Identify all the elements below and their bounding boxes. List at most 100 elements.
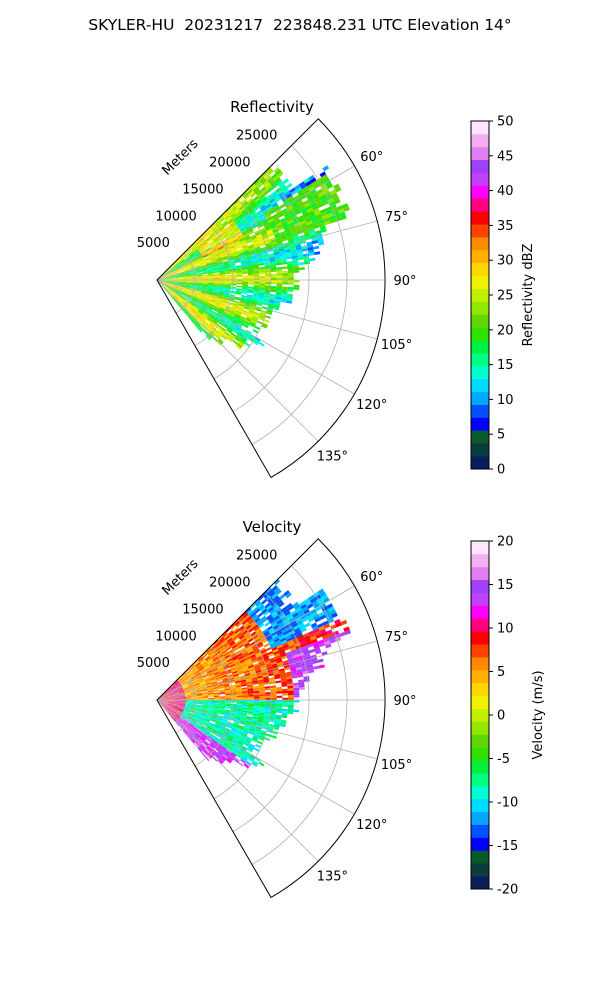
radar-gate <box>225 281 232 283</box>
radar-gate <box>168 281 174 283</box>
radar-gate <box>244 632 251 638</box>
radar-gate <box>162 701 169 703</box>
radar-gate <box>198 718 204 722</box>
radar-gate <box>192 259 198 263</box>
radar-gate <box>188 293 194 297</box>
radar-gate <box>170 265 176 270</box>
radar-gate <box>242 693 249 696</box>
colorbar-tick-label: 40 <box>497 184 514 199</box>
radar-gate <box>308 594 315 601</box>
radar-gate <box>270 269 277 273</box>
radar-gate <box>323 189 330 195</box>
radar-gate <box>282 210 290 216</box>
radar-gate <box>311 638 318 644</box>
radar-gate <box>306 244 314 249</box>
radar-gate <box>165 287 171 291</box>
radar-gate <box>165 689 171 694</box>
radar-gate <box>202 706 208 709</box>
radar-gate <box>264 287 271 290</box>
radar-gate <box>183 288 190 292</box>
radar-gate <box>162 699 169 700</box>
radar-gate <box>231 701 237 703</box>
radar-gate <box>274 235 281 240</box>
radar-gate <box>190 674 196 679</box>
radar-gate <box>320 197 328 203</box>
radar-gate <box>184 693 191 696</box>
radar-gate <box>222 641 228 647</box>
radar-gate <box>229 715 236 718</box>
radar-gate <box>162 280 169 282</box>
radar-gate <box>278 668 285 672</box>
radar-gate <box>215 254 221 258</box>
radar-gate <box>210 742 216 747</box>
radar-gate <box>230 695 237 698</box>
radar-gate <box>270 265 277 269</box>
radar-gate <box>176 266 183 270</box>
colorbar-segment <box>471 378 489 393</box>
radar-gate <box>238 303 245 307</box>
radar-gate <box>239 737 246 741</box>
radar-gate <box>202 277 209 279</box>
radar-gate <box>286 653 293 658</box>
radar-gate <box>316 216 324 222</box>
radar-gate <box>245 214 252 220</box>
radar-gate <box>261 322 268 327</box>
radar-gate <box>263 630 270 636</box>
radar-gate <box>213 281 220 284</box>
radar-gate <box>185 298 191 302</box>
radar-gate <box>280 233 287 238</box>
radar-gate <box>199 261 206 265</box>
radar-gate <box>209 662 216 667</box>
radar-gate <box>303 650 310 656</box>
radar-gate <box>208 723 215 727</box>
azimuth-spoke <box>156 699 319 862</box>
radar-gate <box>174 713 180 718</box>
radar-gate <box>297 256 304 261</box>
radar-gate <box>174 281 180 282</box>
radar-gate <box>227 256 234 260</box>
radar-gate <box>207 288 214 290</box>
radar-gate <box>191 737 196 743</box>
radar-gate <box>213 639 219 645</box>
radar-gate <box>200 751 206 757</box>
radar-gate <box>230 693 237 695</box>
radar-gate <box>254 664 260 669</box>
radar-gate <box>238 724 245 729</box>
radar-gate <box>174 714 180 718</box>
radar-gate <box>250 612 256 618</box>
radar-gate <box>246 683 253 686</box>
radar-gate <box>236 708 243 711</box>
range-tick-label: 5000 <box>137 236 170 251</box>
radar-gate <box>210 233 216 238</box>
radar-gate <box>247 693 254 696</box>
radar-gate <box>287 639 294 645</box>
radar-gate <box>185 257 191 262</box>
radar-gate <box>209 223 215 229</box>
radar-gate <box>311 625 319 631</box>
radar-gate <box>272 245 279 250</box>
radar-gate <box>218 685 225 689</box>
radar-gate <box>161 703 166 708</box>
radar-gate <box>247 217 254 223</box>
radar-gate <box>203 301 209 305</box>
radar-gate <box>263 682 270 685</box>
radar-gate <box>276 282 283 285</box>
radar-gate <box>255 744 262 749</box>
radar-gate <box>162 275 168 278</box>
radar-gate <box>270 687 277 691</box>
radar-gate <box>240 198 246 204</box>
radar-gate <box>228 680 235 684</box>
radar-gate <box>249 248 256 252</box>
radar-gate <box>230 282 237 285</box>
radar-gate <box>184 272 191 275</box>
radar-gate <box>188 732 193 738</box>
radar-gate <box>253 705 260 708</box>
radar-gate <box>179 700 186 702</box>
radar-gate <box>200 744 206 750</box>
radar-gate <box>230 308 237 313</box>
radar-gate <box>281 186 288 192</box>
radar-gate <box>293 270 300 273</box>
radar-gate <box>297 215 304 220</box>
radar-gate <box>231 305 238 310</box>
radar-gate <box>242 704 249 707</box>
